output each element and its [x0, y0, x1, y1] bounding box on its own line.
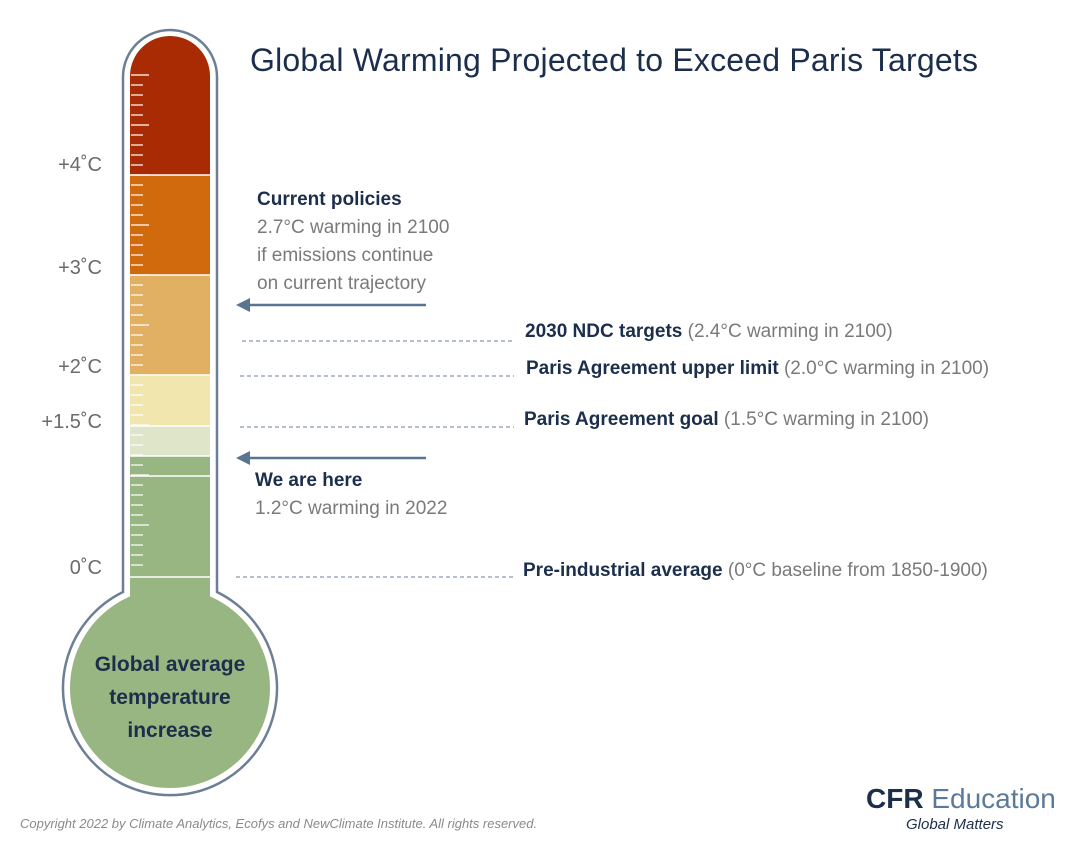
current-policies-line-3: on current trajectory — [257, 273, 426, 294]
copyright-notice: Copyright 2022 by Climate Analytics, Eco… — [20, 816, 538, 831]
current-policies-block: Current policies 2.7°C warming in 2100 i… — [257, 186, 449, 298]
thermometer — [61, 28, 279, 797]
band-1-5-to-1-2 — [130, 426, 210, 456]
pre-industrial-label: Pre-industrial average (0°C baseline fro… — [523, 560, 988, 581]
current-policies-arrow — [236, 298, 426, 312]
thermometer-ticks — [131, 74, 149, 566]
logo-tagline: Global Matters — [906, 816, 1004, 833]
bulb-label: Global average temperature increase — [94, 653, 246, 742]
we-are-here-block: We are here 1.2°C warming in 2022 — [255, 467, 447, 523]
scale-label-0: 0˚C — [69, 557, 102, 579]
page-title: Global Warming Projected to Exceed Paris… — [250, 42, 979, 78]
current-policies-line-1: 2.7°C warming in 2100 — [257, 217, 450, 238]
band-2-to-1-5 — [130, 375, 210, 426]
we-are-here-arrow — [236, 451, 426, 465]
thermometer-bulb — [70, 588, 270, 788]
current-policies-line-2: if emissions continue — [257, 245, 434, 266]
scale-label-1-5: +1.5˚C — [41, 411, 102, 433]
scale-label-2: +2˚C — [58, 356, 102, 378]
scale-label-3: +3˚C — [58, 257, 102, 279]
we-are-here-line: 1.2°C warming in 2022 — [255, 498, 448, 519]
we-are-here-heading: We are here — [255, 470, 363, 491]
ndc-targets-label: 2030 NDC targets (2.4°C warming in 2100) — [525, 321, 893, 342]
current-policies-heading: Current policies — [257, 189, 402, 210]
scale-label-4: +4˚C — [58, 154, 102, 176]
band-above-4 — [130, 36, 210, 175]
paris-goal-label: Paris Agreement goal (1.5°C warming in 2… — [524, 409, 929, 430]
paris-upper-limit-label: Paris Agreement upper limit (2.0°C warmi… — [526, 358, 990, 379]
cfr-education-logo: CFR Education Global Matters — [866, 783, 1056, 833]
